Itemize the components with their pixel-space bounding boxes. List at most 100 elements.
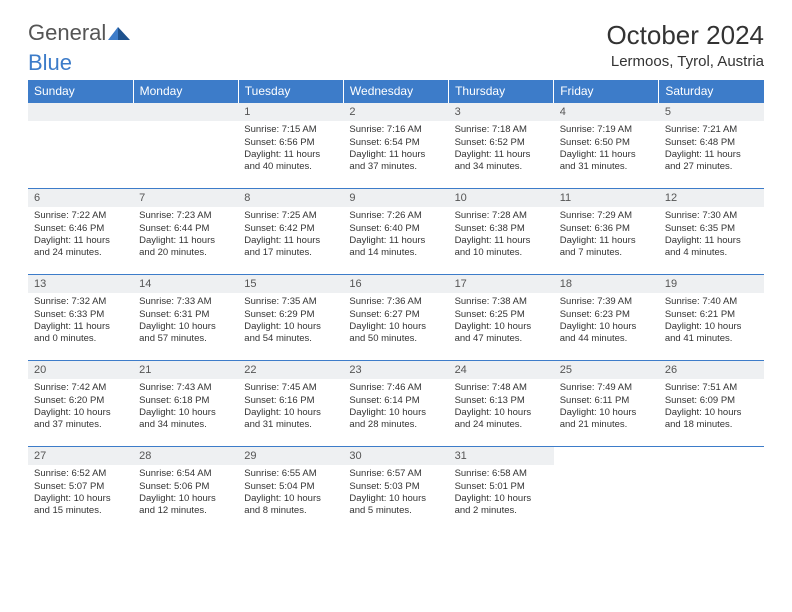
- day-number: 12: [659, 189, 764, 207]
- sunrise-line: Sunrise: 7:46 AM: [349, 382, 442, 394]
- day-content: Sunrise: 7:26 AMSunset: 6:40 PMDaylight:…: [343, 207, 448, 263]
- daylight-line: Daylight: 10 hours and 44 minutes.: [560, 321, 653, 346]
- brand-logo: General: [28, 20, 130, 46]
- day-cell: 18Sunrise: 7:39 AMSunset: 6:23 PMDayligh…: [554, 275, 659, 361]
- day-number: 6: [28, 189, 133, 207]
- day-number: 8: [238, 189, 343, 207]
- day-number: 31: [449, 447, 554, 465]
- day-cell: 25Sunrise: 7:49 AMSunset: 6:11 PMDayligh…: [554, 361, 659, 447]
- daylight-line: Daylight: 10 hours and 41 minutes.: [665, 321, 758, 346]
- calendar-body: 1Sunrise: 7:15 AMSunset: 6:56 PMDaylight…: [28, 103, 764, 533]
- daylight-line: Daylight: 10 hours and 50 minutes.: [349, 321, 442, 346]
- day-content: Sunrise: 7:18 AMSunset: 6:52 PMDaylight:…: [449, 121, 554, 177]
- daylight-line: Daylight: 11 hours and 14 minutes.: [349, 235, 442, 260]
- day-content: Sunrise: 7:28 AMSunset: 6:38 PMDaylight:…: [449, 207, 554, 263]
- day-cell: 8Sunrise: 7:25 AMSunset: 6:42 PMDaylight…: [238, 189, 343, 275]
- day-number: 3: [449, 103, 554, 121]
- daylight-line: Daylight: 10 hours and 31 minutes.: [244, 407, 337, 432]
- sunset-line: Sunset: 6:16 PM: [244, 395, 337, 407]
- day-cell: 1Sunrise: 7:15 AMSunset: 6:56 PMDaylight…: [238, 103, 343, 189]
- day-content: Sunrise: 7:38 AMSunset: 6:25 PMDaylight:…: [449, 293, 554, 349]
- daylight-line: Daylight: 10 hours and 47 minutes.: [455, 321, 548, 346]
- day-cell: 4Sunrise: 7:19 AMSunset: 6:50 PMDaylight…: [554, 103, 659, 189]
- day-cell: 28Sunrise: 6:54 AMSunset: 5:06 PMDayligh…: [133, 447, 238, 533]
- day-number: 23: [343, 361, 448, 379]
- day-content: Sunrise: 7:45 AMSunset: 6:16 PMDaylight:…: [238, 379, 343, 435]
- day-content: Sunrise: 7:21 AMSunset: 6:48 PMDaylight:…: [659, 121, 764, 177]
- sunrise-line: Sunrise: 7:16 AM: [349, 124, 442, 136]
- sunrise-line: Sunrise: 7:30 AM: [665, 210, 758, 222]
- day-number: 15: [238, 275, 343, 293]
- sunset-line: Sunset: 5:06 PM: [139, 481, 232, 493]
- day-content: Sunrise: 7:42 AMSunset: 6:20 PMDaylight:…: [28, 379, 133, 435]
- title-block: October 2024 Lermoos, Tyrol, Austria: [606, 20, 764, 70]
- day-number: 24: [449, 361, 554, 379]
- sunrise-line: Sunrise: 6:55 AM: [244, 468, 337, 480]
- sunrise-line: Sunrise: 7:19 AM: [560, 124, 653, 136]
- day-cell: 17Sunrise: 7:38 AMSunset: 6:25 PMDayligh…: [449, 275, 554, 361]
- daylight-line: Daylight: 10 hours and 8 minutes.: [244, 493, 337, 518]
- day-cell: [659, 447, 764, 533]
- day-content: Sunrise: 7:30 AMSunset: 6:35 PMDaylight:…: [659, 207, 764, 263]
- sunset-line: Sunset: 6:31 PM: [139, 309, 232, 321]
- day-number: 11: [554, 189, 659, 207]
- sunset-line: Sunset: 6:46 PM: [34, 223, 127, 235]
- day-number: 1: [238, 103, 343, 121]
- day-number: 5: [659, 103, 764, 121]
- sunset-line: Sunset: 5:04 PM: [244, 481, 337, 493]
- day-content: Sunrise: 6:54 AMSunset: 5:06 PMDaylight:…: [133, 465, 238, 521]
- daylight-line: Daylight: 10 hours and 15 minutes.: [34, 493, 127, 518]
- daylight-line: Daylight: 11 hours and 17 minutes.: [244, 235, 337, 260]
- calendar-table: Sunday Monday Tuesday Wednesday Thursday…: [28, 80, 764, 533]
- day-cell: 23 Sunrise: 7:46 AMSunset: 6:14 PMDayligh…: [343, 361, 448, 447]
- day-cell: 3Sunrise: 7:18 AMSunset: 6:52 PMDaylight…: [449, 103, 554, 189]
- day-cell: 7Sunrise: 7:23 AMSunset: 6:44 PMDaylight…: [133, 189, 238, 275]
- day-number: 13: [28, 275, 133, 293]
- day-content: Sunrise: 7:40 AMSunset: 6:21 PMDaylight:…: [659, 293, 764, 349]
- sunset-line: Sunset: 6:14 PM: [349, 395, 442, 407]
- day-cell: 9Sunrise: 7:26 AMSunset: 6:40 PMDaylight…: [343, 189, 448, 275]
- col-saturday: Saturday: [659, 80, 764, 103]
- day-number: 30: [343, 447, 448, 465]
- day-cell: 15Sunrise: 7:35 AMSunset: 6:29 PMDayligh…: [238, 275, 343, 361]
- daylight-line: Daylight: 10 hours and 28 minutes.: [349, 407, 442, 432]
- sunset-line: Sunset: 5:03 PM: [349, 481, 442, 493]
- daylight-line: Daylight: 10 hours and 34 minutes.: [139, 407, 232, 432]
- day-number: 18: [554, 275, 659, 293]
- sunrise-line: Sunrise: 6:58 AM: [455, 468, 548, 480]
- col-thursday: Thursday: [449, 80, 554, 103]
- sunset-line: Sunset: 6:09 PM: [665, 395, 758, 407]
- sunset-line: Sunset: 6:20 PM: [34, 395, 127, 407]
- day-number: 17: [449, 275, 554, 293]
- sunrise-line: Sunrise: 7:40 AM: [665, 296, 758, 308]
- day-content: Sunrise: 7:36 AMSunset: 6:27 PMDaylight:…: [343, 293, 448, 349]
- col-wednesday: Wednesday: [343, 80, 448, 103]
- day-cell: [133, 103, 238, 189]
- sunset-line: Sunset: 6:54 PM: [349, 137, 442, 149]
- sunrise-line: Sunrise: 6:54 AM: [139, 468, 232, 480]
- month-title: October 2024: [606, 20, 764, 51]
- sunrise-line: Sunrise: 7:21 AM: [665, 124, 758, 136]
- day-content: Sunrise: 6:55 AMSunset: 5:04 PMDaylight:…: [238, 465, 343, 521]
- sunrise-line: Sunrise: 7:36 AM: [349, 296, 442, 308]
- day-cell: 16Sunrise: 7:36 AMSunset: 6:27 PMDayligh…: [343, 275, 448, 361]
- day-content: Sunrise: 7:39 AMSunset: 6:23 PMDaylight:…: [554, 293, 659, 349]
- calendar-page: General October 2024 Lermoos, Tyrol, Aus…: [0, 0, 792, 553]
- day-content: Sunrise: 7:22 AMSunset: 6:46 PMDaylight:…: [28, 207, 133, 263]
- day-content: Sunrise: 7:51 AMSunset: 6:09 PMDaylight:…: [659, 379, 764, 435]
- day-content: Sunrise: 7:33 AMSunset: 6:31 PMDaylight:…: [133, 293, 238, 349]
- brand-part1: General: [28, 20, 106, 46]
- daylight-line: Daylight: 11 hours and 40 minutes.: [244, 149, 337, 174]
- col-monday: Monday: [133, 80, 238, 103]
- sunrise-line: Sunrise: 7:35 AM: [244, 296, 337, 308]
- sunset-line: Sunset: 6:42 PM: [244, 223, 337, 235]
- daylight-line: Daylight: 10 hours and 2 minutes.: [455, 493, 548, 518]
- sunrise-line: Sunrise: 6:52 AM: [34, 468, 127, 480]
- day-number: 16: [343, 275, 448, 293]
- header-row: General October 2024 Lermoos, Tyrol, Aus…: [28, 20, 764, 70]
- sunrise-line: Sunrise: 7:42 AM: [34, 382, 127, 394]
- day-cell: [28, 103, 133, 189]
- sunset-line: Sunset: 6:44 PM: [139, 223, 232, 235]
- sunset-line: Sunset: 5:07 PM: [34, 481, 127, 493]
- sunset-line: Sunset: 6:48 PM: [665, 137, 758, 149]
